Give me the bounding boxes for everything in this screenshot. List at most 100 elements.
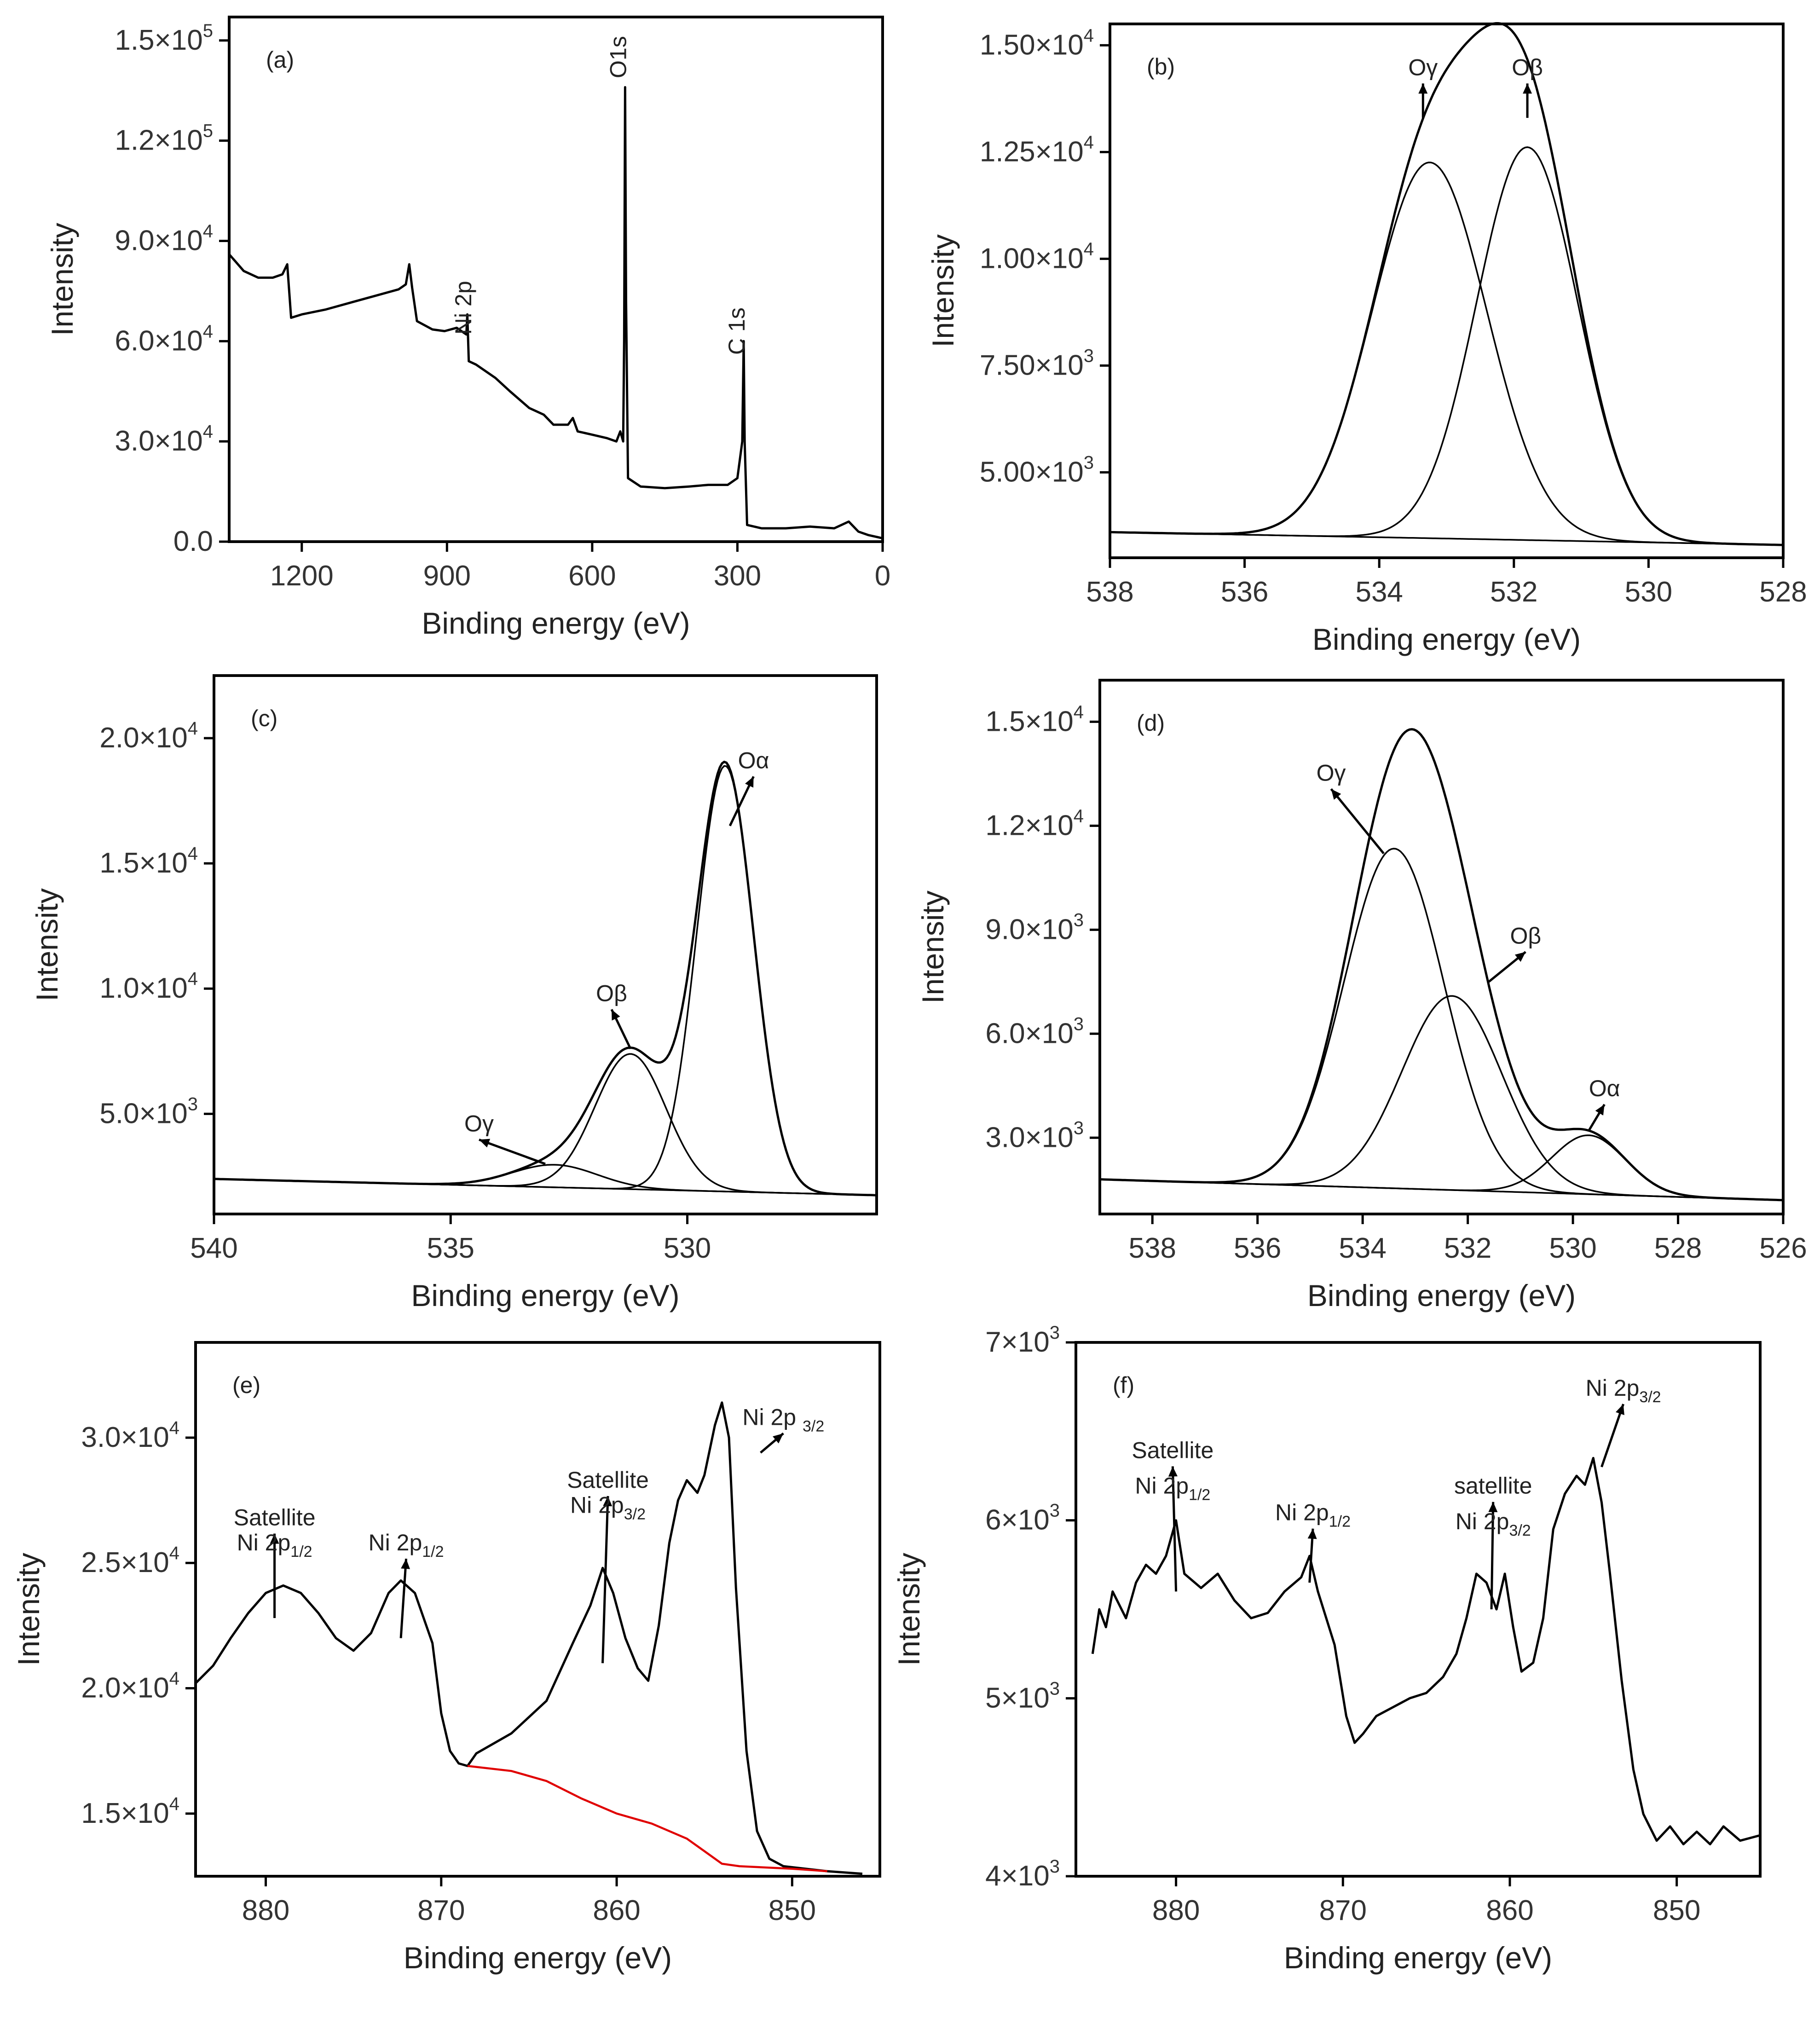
x-tick-label: 526 (1759, 1232, 1807, 1264)
x-tick-label: 900 (423, 560, 471, 592)
x-tick-label: 300 (714, 560, 761, 592)
annotation-text: satellite (1454, 1473, 1532, 1499)
y-tick-label: 7.50×103 (980, 346, 1094, 381)
x-tick-label: 536 (1221, 576, 1268, 608)
annotation-subscript: 3/2 (1639, 1388, 1661, 1406)
x-tick-label: 534 (1355, 576, 1403, 608)
peak-annotation: Oα (1589, 1075, 1620, 1101)
x-tick-label: 535 (427, 1232, 474, 1264)
annotation-text: Oβ (596, 980, 627, 1006)
panel-e: 880 870 860 8501.5×1042.0×1042.5×1043.0×104… (12, 1341, 881, 1975)
y-tick-mantissa: 5.0×10 (99, 1098, 187, 1129)
x-tick-label: 532 (1490, 576, 1537, 608)
y-axis-title: Intensity (926, 234, 960, 347)
peak-annotation: Ni 2p1/2 (1135, 1473, 1210, 1504)
y-tick-exponent: 4 (169, 1418, 179, 1438)
y-tick-exponent: 4 (203, 422, 213, 442)
y-tick-mantissa: 3.0×10 (115, 425, 202, 457)
y-tick-mantissa: 1.2×10 (985, 809, 1073, 841)
series-survey (228, 86, 883, 540)
plot-frame (1075, 1341, 1762, 1878)
y-tick-mantissa: 1.50×10 (980, 29, 1084, 61)
annotation-text: Satellite (567, 1467, 649, 1493)
x-tick-label: 860 (593, 1895, 640, 1926)
x-tick-label: 528 (1759, 576, 1807, 608)
annotation-text: Ni 2p (1586, 1375, 1640, 1401)
y-tick-label: 1.2×105 (115, 121, 213, 156)
annotation-text: Satellite (234, 1505, 316, 1531)
peak-annotation: Oα (738, 747, 769, 773)
y-tick-mantissa: 9.0×10 (985, 913, 1073, 945)
panel-d: 538 536 534 532 530 528 5263.0×1036.0×1039.0×1… (916, 679, 1807, 1312)
peak-annotation: C 1s (724, 307, 750, 355)
annotation-arrow (399, 1558, 408, 1638)
y-tick-label: 1.5×104 (81, 1794, 179, 1829)
x-tick-label: 850 (1653, 1895, 1700, 1926)
y-tick-exponent: 3 (1050, 1323, 1060, 1343)
annotation-subscript: 1/2 (290, 1543, 312, 1561)
y-tick-label: 1.25×104 (980, 132, 1094, 168)
x-axis-title: Binding energy (eV) (1284, 1941, 1552, 1975)
y-tick-mantissa: 1.5×10 (985, 705, 1073, 737)
annotation-arrowhead (479, 1139, 491, 1148)
y-tick-exponent: 4 (188, 718, 198, 739)
y-axis-title: Intensity (916, 890, 950, 1004)
peak-annotation: Satellite (234, 1505, 316, 1531)
plot-frame (194, 1341, 881, 1878)
y-tick-label: 5.0×103 (99, 1094, 198, 1129)
fit-component-peak (214, 765, 877, 1196)
y-tick-label: 6×103 (985, 1501, 1060, 1536)
annotation-arrow (1330, 788, 1385, 855)
plot-frame (228, 16, 884, 543)
x-tick-label: 534 (1339, 1232, 1386, 1264)
peak-annotation: O1s (606, 36, 631, 78)
y-tick-mantissa: 5.00×10 (980, 456, 1084, 488)
y-tick-mantissa: 2.0×10 (99, 722, 187, 754)
annotation-arrowhead (612, 1009, 620, 1021)
x-tick-label: 538 (1086, 576, 1133, 608)
x-tick-label: 540 (190, 1232, 237, 1264)
x-axis-title: Binding energy (eV) (1312, 622, 1581, 656)
annotation-arrow (1600, 1404, 1624, 1468)
y-tick-label: 0.0 (173, 526, 213, 557)
peak-annotation: Oγ (1317, 760, 1346, 786)
y-tick-label: 1.5×104 (985, 702, 1084, 737)
annotation-text: Ni 2p (369, 1530, 422, 1555)
y-tick-exponent: 4 (203, 221, 213, 241)
y-tick-mantissa: 1.5×10 (115, 24, 202, 56)
plot-frame (213, 674, 878, 1215)
peak-annotation: Oβ (596, 980, 627, 1006)
annotation-text: Ni 2p (451, 281, 476, 335)
y-tick-mantissa: 1.0×10 (99, 972, 187, 1004)
y-tick-label: 4×103 (985, 1856, 1060, 1892)
y-tick-mantissa: 6×10 (985, 1504, 1050, 1536)
x-tick-label: 536 (1234, 1232, 1281, 1264)
annotation-subscript: 3/2 (803, 1418, 824, 1435)
annotation-arrowhead (1595, 1104, 1605, 1116)
panel-f: 880 870 860 8504×1035×1036×1037×103Binding … (892, 1323, 1762, 1975)
y-tick-exponent: 3 (1050, 1678, 1060, 1699)
y-tick-mantissa: 1.5×10 (81, 1798, 169, 1829)
y-tick-label: 9.0×104 (115, 221, 213, 256)
panel-c: 540 535 5305.0×1031.0×1041.5×1042.0×104Bin… (30, 674, 878, 1312)
annotation-text: Satellite (1132, 1437, 1213, 1463)
annotation-subscript: 3/2 (1509, 1522, 1531, 1539)
y-tick-exponent: 4 (169, 1543, 179, 1563)
y-tick-mantissa: 4×10 (985, 1860, 1050, 1892)
y-axis-title: Intensity (12, 1553, 46, 1666)
annotation-text: Oβ (1512, 54, 1543, 80)
y-tick-mantissa: 7.50×10 (980, 349, 1084, 381)
y-tick-label: 1.50×104 (980, 25, 1094, 61)
y-tick-exponent: 5 (203, 121, 213, 141)
plot-frame (1109, 23, 1785, 559)
y-tick-mantissa: 6.0×10 (115, 325, 202, 357)
annotation-arrowhead (773, 1433, 784, 1444)
y-tick-label: 1.5×104 (99, 844, 198, 879)
y-tick-exponent: 3 (1050, 1501, 1060, 1521)
annotation-arrowhead (603, 1496, 612, 1507)
y-tick-label: 3.0×103 (985, 1118, 1084, 1153)
y-tick-mantissa: 9.0×10 (115, 225, 202, 256)
y-tick-exponent: 3 (188, 1094, 198, 1114)
y-tick-mantissa: 1.5×10 (99, 847, 187, 879)
